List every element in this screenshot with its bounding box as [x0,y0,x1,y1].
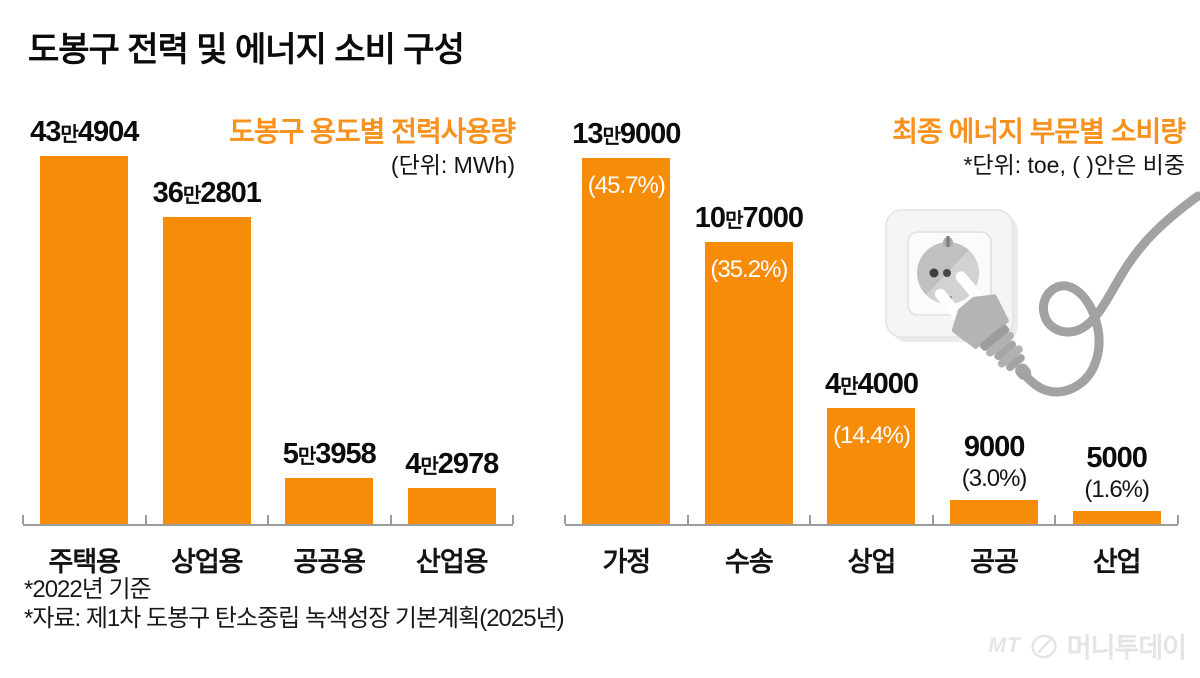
bar [950,500,1039,524]
bar [407,487,496,524]
axis-tick [389,515,392,524]
moneytoday-logo: MT 머니투데이 [988,626,1187,665]
footnotes: *2022년 기준 *자료: 제1차 도봉구 탄소중립 녹색성장 기본계획(20… [24,575,565,633]
bar-value-label: 5000 [1086,441,1148,474]
axis-tick [1054,515,1057,524]
bar-value-label: 36만2801 [152,177,262,210]
left-chart-unit: (단위: MWh) [390,152,515,178]
category-label: 산업 [1092,547,1142,577]
bar-value-label: 9000 [963,431,1026,464]
bar [704,242,793,524]
chart-slot: 36만2801 상업용 [144,156,269,577]
left-chart-title: 도봉구 용도별 전력사용량 [229,116,516,147]
chart-slot: 5000 산업 (1.6%) [1054,158,1178,577]
plug-icon [934,271,1032,380]
axis-tick [809,515,812,524]
outlet-plate-icon [885,209,1018,342]
chart-slot: 4만4000 상업 (14.4%) [809,158,933,577]
bar [827,408,916,524]
axis-tick [144,515,147,524]
category-label: 가정 [602,547,651,577]
power-cord-icon [1021,191,1200,397]
axis-tick [931,515,934,524]
bar-value-label: 4만2978 [405,447,499,480]
bar-percent-label: (1.6%) [1084,475,1150,503]
page-title: 도봉구 전력 및 에너지 소비 구성 [28,31,465,69]
bar [582,158,671,524]
bar-value-label: 5만3958 [282,438,377,471]
category-label: 수송 [725,547,774,577]
axis-tick [686,515,689,524]
mt-logo-text: MT [988,633,1021,657]
footnote-basis: *2022년 기준 [24,576,152,603]
chart-slot: 10만7000 수송 (35.2%) [686,158,811,577]
category-label: 상업 [847,547,897,577]
right-chart-unit: *단위: toe, ( )안은 비중 [963,152,1185,178]
bar-value-label: 10만7000 [694,202,804,235]
bar [40,156,129,524]
right-chart-title: 최종 에너지 부문별 소비량 [892,116,1186,147]
category-label: 산업용 [415,547,489,577]
bar-value-label: 43만4904 [30,116,139,148]
axis-tick [564,515,566,524]
moneytoday-logo-icon [1031,634,1057,658]
bar [285,478,374,524]
moneytoday-logo-name: 머니투데이 [1066,633,1187,663]
category-label: 주택용 [48,547,121,577]
chart-slot: 13만9000 가정 (45.7%) [564,120,688,577]
axis-tick [267,515,269,524]
power-plug-outlet-illustration [885,191,1200,397]
chart-slot: 9000 공공 (3.0%) [931,158,1056,577]
bar-percent-label: (45.7%) [587,172,666,199]
bar-value-label: 13만9000 [572,118,681,150]
axis-tick [22,515,24,524]
bar-percent-label: (14.4%) [832,422,911,450]
category-label: 공공 [970,547,1019,577]
footnote-source: *자료: 제1차 도봉구 탄소중립 녹색성장 기본계획(2025년) [24,605,565,632]
bar-value-label: 4만4000 [824,368,919,401]
electricity-usage-bar-chart: 43만4904 주택용 36만2801 상업용 5만3958 공공용 4만2978 산업용 [22,118,514,577]
final-energy-consumption-bar-chart: 13만9000 가정 (45.7%) 10만7000 수송 (35.2%) 4만4000 상업… [564,120,1179,577]
bar-percent-label: (3.0%) [961,465,1028,493]
chart-slot: 4만2978 산업용 [389,156,514,577]
chart-slot: 43만4904 주택용 [22,118,146,577]
chart-slot: 5만3958 공공용 [267,156,391,577]
bar [1072,510,1161,524]
bar-percent-label: (35.2%) [710,256,788,284]
category-label: 공공용 [293,547,366,577]
bar [162,217,251,524]
category-label: 상업용 [170,547,244,577]
